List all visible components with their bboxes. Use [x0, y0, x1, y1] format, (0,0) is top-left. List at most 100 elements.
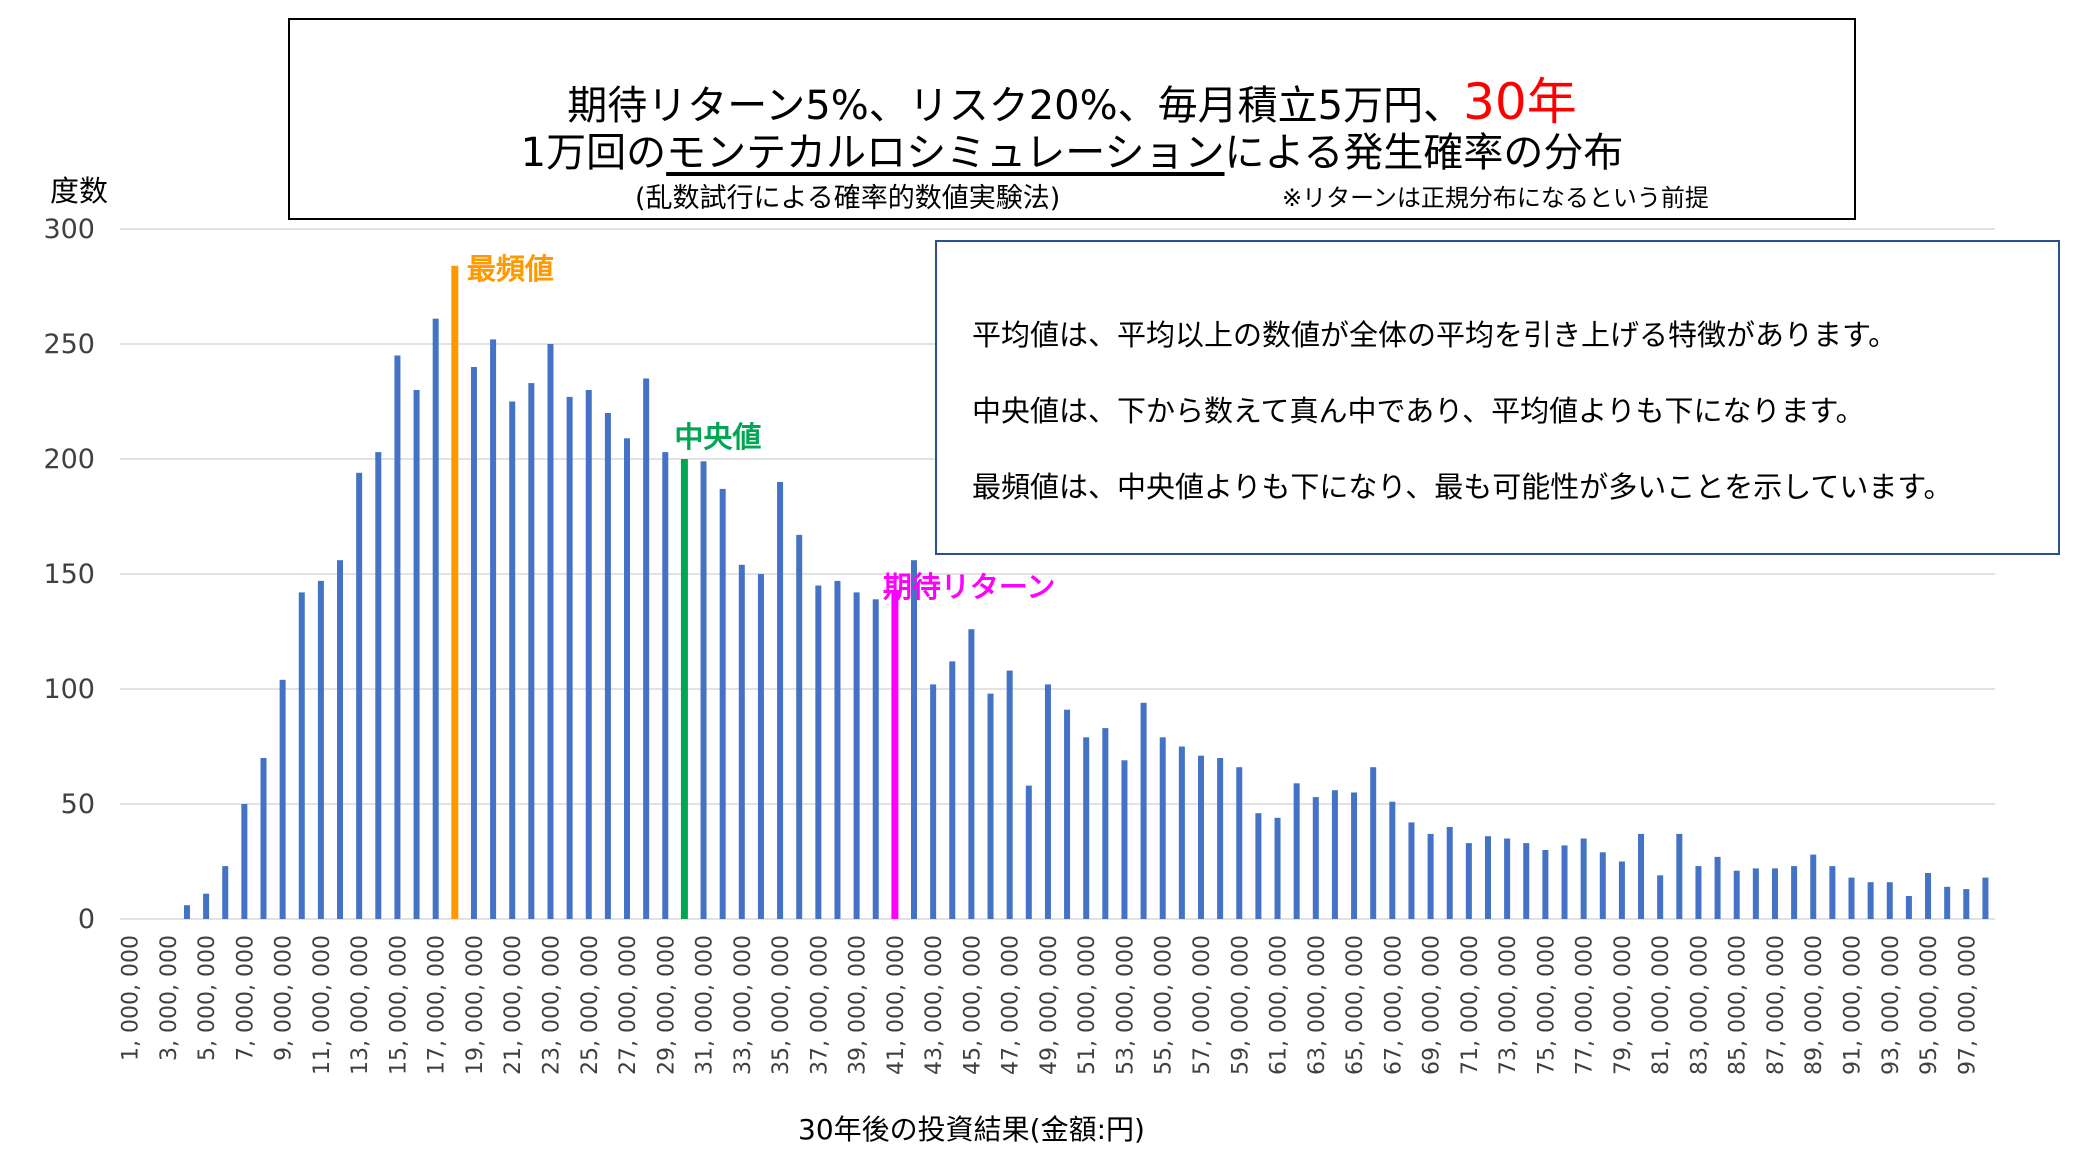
x-tick-label: 53, 000, 000: [1113, 935, 1138, 1075]
bar: [1044, 684, 1051, 919]
bar: [1236, 767, 1243, 919]
bar: [394, 355, 401, 919]
bar: [1886, 882, 1893, 919]
x-tick-label: 9, 000, 000: [272, 935, 297, 1061]
bar: [1351, 792, 1358, 919]
bar: [604, 413, 611, 919]
x-tick-label: 27, 000, 000: [616, 935, 641, 1075]
x-tick-label: 25, 000, 000: [578, 935, 603, 1075]
bar: [490, 339, 497, 919]
bar: [528, 383, 535, 920]
x-tick-label: 67, 000, 000: [1381, 935, 1406, 1075]
y-tick-label: 50: [61, 789, 95, 820]
subtitle: (乱数試行による確率的数値実験法): [635, 183, 1061, 214]
x-tick-label: 41, 000, 000: [884, 935, 909, 1075]
bar: [1905, 896, 1912, 919]
bar: [1599, 852, 1606, 919]
bar: [1714, 856, 1721, 919]
x-tick-label: 59, 000, 000: [1228, 935, 1253, 1075]
bar: [1695, 866, 1702, 919]
bar: [1618, 861, 1625, 919]
bar: [1274, 817, 1281, 919]
bar: [1446, 827, 1453, 919]
x-tick-label: 35, 000, 000: [769, 935, 794, 1075]
bar: [1064, 709, 1071, 919]
y-tick-labels: 0 50 100 150 200 250 300: [43, 214, 95, 935]
x-tick-label: 7, 000, 000: [233, 935, 258, 1061]
bar: [260, 758, 267, 919]
bar-mode: [451, 265, 459, 919]
bar: [317, 580, 324, 919]
x-tick-label: 61, 000, 000: [1267, 935, 1292, 1075]
x-tick-label: 17, 000, 000: [425, 935, 450, 1075]
x-tick-label: 93, 000, 000: [1879, 935, 1904, 1075]
bar: [222, 866, 229, 919]
bar: [1006, 670, 1013, 919]
bar: [183, 905, 190, 919]
x-tick-label: 57, 000, 000: [1190, 935, 1215, 1075]
x-tick-label: 31, 000, 000: [693, 935, 718, 1075]
bar: [1255, 813, 1262, 919]
x-tick-label: 51, 000, 000: [1075, 935, 1100, 1075]
bar: [624, 438, 631, 919]
x-tick-label: 87, 000, 000: [1764, 935, 1789, 1075]
bar: [1484, 836, 1491, 919]
x-tick-label: 71, 000, 000: [1458, 935, 1483, 1075]
explanation-box: 平均値は、平均以上の数値が全体の平均を引き上げる特徴があります。 中央値は、下か…: [935, 240, 2060, 555]
x-tick-label: 91, 000, 000: [1841, 935, 1866, 1075]
x-tick-label: 15, 000, 000: [386, 935, 411, 1075]
bar: [1389, 801, 1396, 919]
bar: [1561, 845, 1568, 919]
y-tick-label: 300: [43, 214, 95, 245]
x-tick-label: 45, 000, 000: [960, 935, 985, 1075]
explanation-median: 中央値は、下から数えて真ん中であり、平均値よりも下になります。: [972, 394, 1865, 428]
bar: [1083, 737, 1090, 919]
bar: [1925, 873, 1932, 919]
bar: [1791, 866, 1798, 919]
bar: [1121, 760, 1128, 919]
bar: [1829, 866, 1836, 919]
bar: [470, 367, 477, 919]
x-tick-label: 83, 000, 000: [1687, 935, 1712, 1075]
bar: [1963, 889, 1970, 919]
bar-median: [680, 459, 688, 919]
bar: [509, 401, 516, 919]
x-tick-label: 43, 000, 000: [922, 935, 947, 1075]
bar: [853, 592, 860, 919]
x-tick-label: 95, 000, 000: [1917, 935, 1942, 1075]
bar: [1178, 746, 1185, 919]
x-tick-labels: 1, 000, 000 3, 000, 000 5, 000, 000 7, 000,…: [119, 935, 1981, 1075]
bar: [1102, 728, 1109, 919]
bar: [1025, 785, 1032, 919]
x-tick-label: 63, 000, 000: [1305, 935, 1330, 1075]
bar: [1733, 870, 1740, 919]
x-tick-label: 5, 000, 000: [195, 935, 220, 1061]
bar: [1504, 838, 1511, 919]
bar: [1867, 882, 1874, 919]
x-tick-label: 77, 000, 000: [1573, 935, 1598, 1075]
title-line-1: 期待リターン5%、リスク20%、毎月積立5万円、30年: [290, 62, 1854, 134]
x-tick-label: 37, 000, 000: [807, 935, 832, 1075]
bar: [1197, 755, 1204, 919]
bar: [1370, 767, 1377, 919]
marker-label-mode: 最頻値: [466, 251, 554, 286]
bar: [1676, 833, 1683, 919]
bar: [834, 580, 841, 919]
x-axis-label: 30年後の投資結果(金額:円): [798, 1113, 1145, 1146]
bar: [1465, 843, 1472, 919]
bar: [1771, 868, 1778, 919]
x-tick-label: 23, 000, 000: [539, 935, 564, 1075]
bar: [662, 452, 669, 919]
marker-label-median: 中央値: [674, 420, 762, 454]
x-tick-label: 65, 000, 000: [1343, 935, 1368, 1075]
bar: [930, 684, 937, 919]
x-tick-label: 49, 000, 000: [1037, 935, 1062, 1075]
x-tick-label: 73, 000, 000: [1496, 935, 1521, 1075]
bar: [1140, 702, 1147, 919]
bar: [566, 396, 573, 919]
bar: [719, 488, 726, 919]
bar: [1427, 833, 1434, 919]
bar: [337, 560, 344, 919]
bar: [1810, 854, 1817, 919]
title-line-1-text: 期待リターン5%、リスク20%、毎月積立5万円、: [567, 83, 1464, 129]
